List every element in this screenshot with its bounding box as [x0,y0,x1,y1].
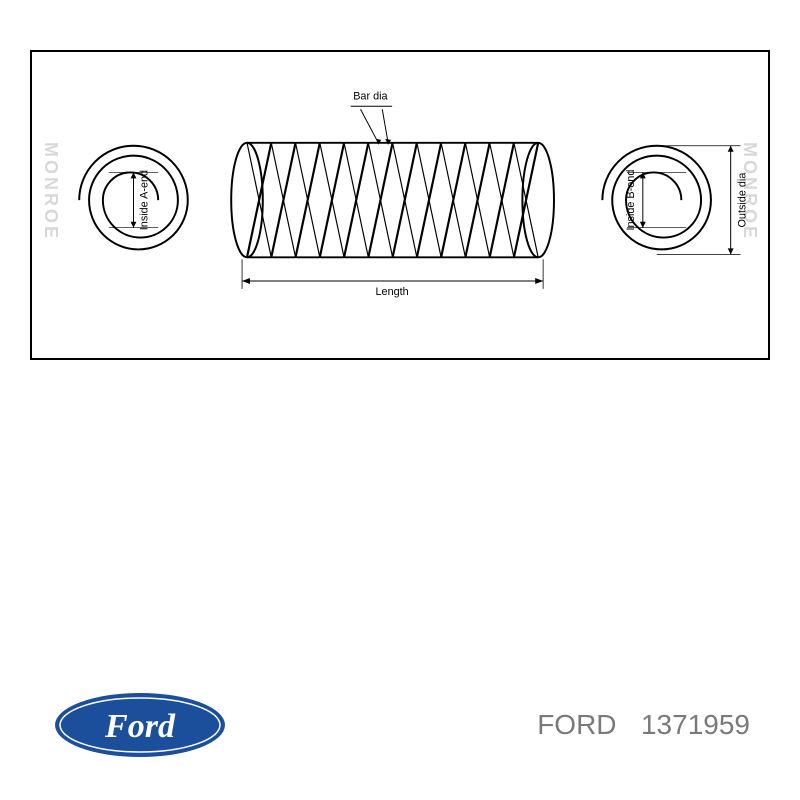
label-outside-dia: Outside dia [736,172,748,228]
diagram-frame: MONROE MONROE Inside A-end Bar dia [30,50,770,360]
label-inside-b-end: Inside B-end [625,170,637,231]
label-inside-a-end: Inside A-end [138,170,150,230]
brand-text: FORD [537,709,616,740]
ford-logo: Ford [50,690,230,760]
footer: Ford FORD 1371959 [0,690,800,760]
left-end-view: Inside A-end [79,146,188,250]
length-dimension: Length [242,259,543,298]
label-length: Length [376,286,409,298]
label-bar-dia: Bar dia [353,90,388,102]
spring-diagram: Inside A-end Bar dia Length [32,52,768,358]
footer-right: FORD 1371959 [537,709,750,741]
ford-logo-text: Ford [104,708,176,745]
bar-dia-callout: Bar dia [351,90,392,144]
right-end-view: Inside B-end Outside dia [602,146,748,255]
spring-side-view [231,143,554,258]
part-number: 1371959 [641,709,750,740]
